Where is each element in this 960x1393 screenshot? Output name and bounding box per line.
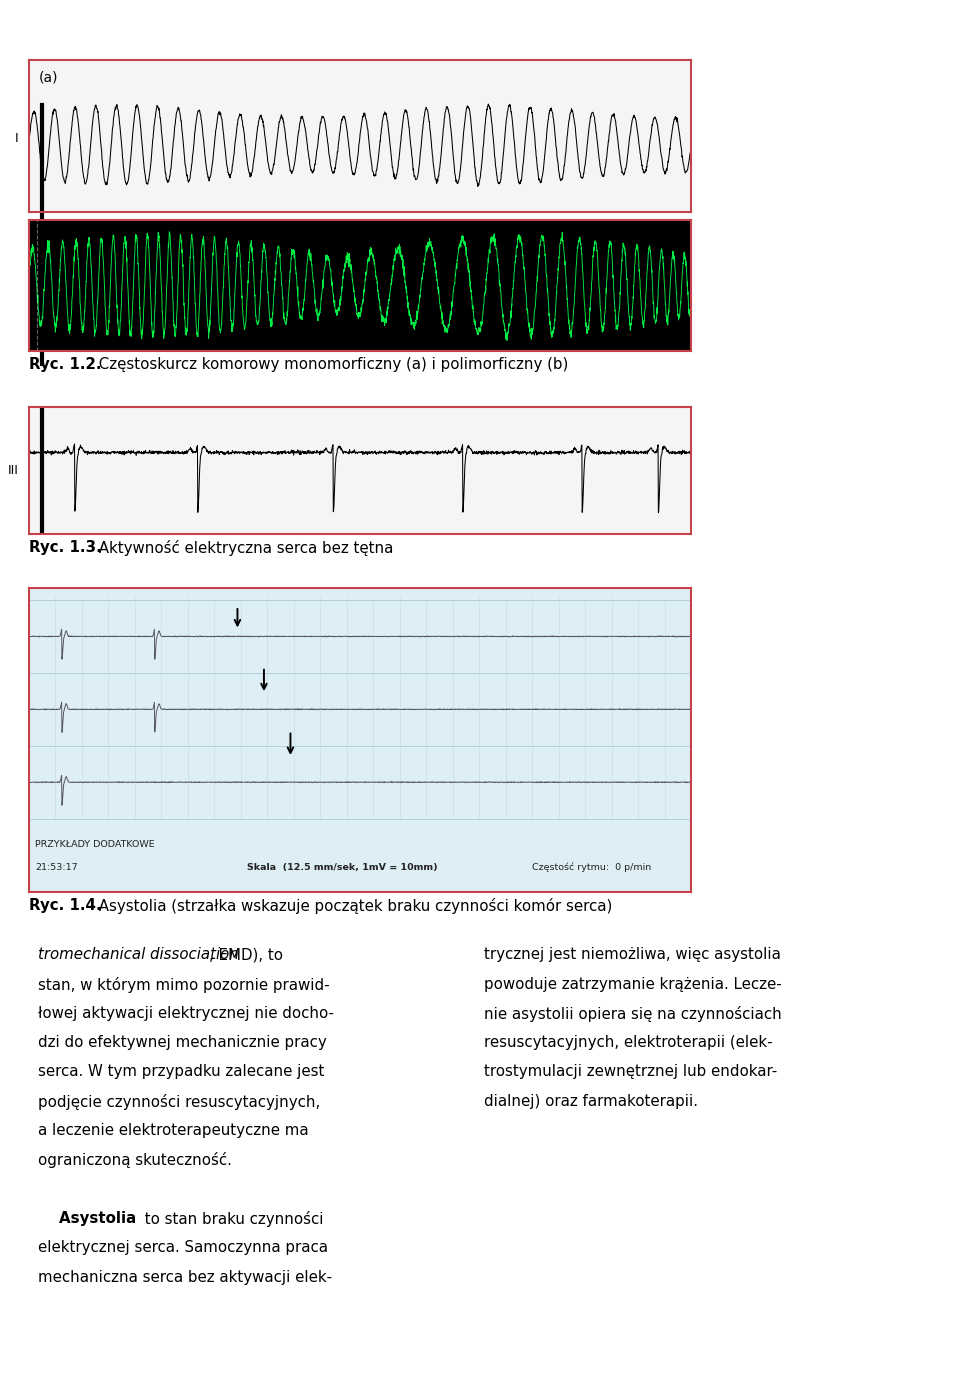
Text: dzi do efektywnej mechanicznie pracy: dzi do efektywnej mechanicznie pracy <box>38 1035 327 1050</box>
Text: Częstoskurcz komorowy monomorficzny (a) i polimorficzny (b): Częstoskurcz komorowy monomorficzny (a) … <box>94 357 568 372</box>
Text: Ryc. 1.4.: Ryc. 1.4. <box>29 897 102 912</box>
Text: podjęcie czynności resuscytacyjnych,: podjęcie czynności resuscytacyjnych, <box>38 1094 321 1110</box>
Text: I: I <box>15 132 19 145</box>
Text: to stan braku czynności: to stan braku czynności <box>140 1211 324 1227</box>
Text: PRZYKŁADY DODATKOWE: PRZYKŁADY DODATKOWE <box>36 840 156 850</box>
Text: stan, w którym mimo pozornie prawid-: stan, w którym mimo pozornie prawid- <box>38 976 330 993</box>
Text: , EMD), to: , EMD), to <box>209 947 283 963</box>
Text: serca. W tym przypadku zalecane jest: serca. W tym przypadku zalecane jest <box>38 1064 324 1080</box>
Text: 17: 17 <box>713 795 740 815</box>
Text: Asystolia (strzałka wskazuje początek braku czynności komór serca): Asystolia (strzałka wskazuje początek br… <box>94 897 612 914</box>
Text: a leczenie elektroterapeutyczne ma: a leczenie elektroterapeutyczne ma <box>38 1123 309 1138</box>
Text: Aktywność elektryczna serca bez tętna: Aktywność elektryczna serca bez tętna <box>94 539 394 556</box>
Text: resuscytacyjnych, elektroterapii (elek-: resuscytacyjnych, elektroterapii (elek- <box>485 1035 773 1050</box>
Text: dialnej) oraz farmakoterapii.: dialnej) oraz farmakoterapii. <box>485 1094 699 1109</box>
Text: ograniczoną skuteczność.: ograniczoną skuteczność. <box>38 1152 232 1169</box>
Text: Skala  (12.5 mm/sek, 1mV = 10mm): Skala (12.5 mm/sek, 1mV = 10mm) <box>248 862 438 872</box>
Text: Ryc. 1.2.: Ryc. 1.2. <box>29 357 102 372</box>
Text: Ryc. 1.3.: Ryc. 1.3. <box>29 539 102 554</box>
Text: nie asystolii opiera się na czynnościach: nie asystolii opiera się na czynnościach <box>485 1006 782 1022</box>
Text: III: III <box>8 464 19 476</box>
Text: mechaniczna serca bez aktywacji elek-: mechaniczna serca bez aktywacji elek- <box>38 1269 332 1284</box>
Text: trycznej jest niemożliwa, więc asystolia: trycznej jest niemożliwa, więc asystolia <box>485 947 781 963</box>
Text: trostymulacji zewnętrznej lub endokar-: trostymulacji zewnętrznej lub endokar- <box>485 1064 778 1080</box>
Text: (a): (a) <box>38 71 59 85</box>
Text: 21:53:17: 21:53:17 <box>36 862 78 872</box>
Text: łowej aktywacji elektrycznej nie docho-: łowej aktywacji elektrycznej nie docho- <box>38 1006 334 1021</box>
Text: Częstość rytmu:  0 p/min: Częstość rytmu: 0 p/min <box>532 862 652 872</box>
Text: tromechanical dissociation: tromechanical dissociation <box>38 947 239 963</box>
Text: Asystolia: Asystolia <box>38 1211 136 1226</box>
Text: Krzysztof Kaczmarek: Krzysztof Kaczmarek <box>705 17 926 35</box>
Text: elektrycznej serca. Samoczynna praca: elektrycznej serca. Samoczynna praca <box>38 1240 328 1255</box>
Text: powoduje zatrzymanie krążenia. Lecze-: powoduje zatrzymanie krążenia. Lecze- <box>485 976 782 992</box>
